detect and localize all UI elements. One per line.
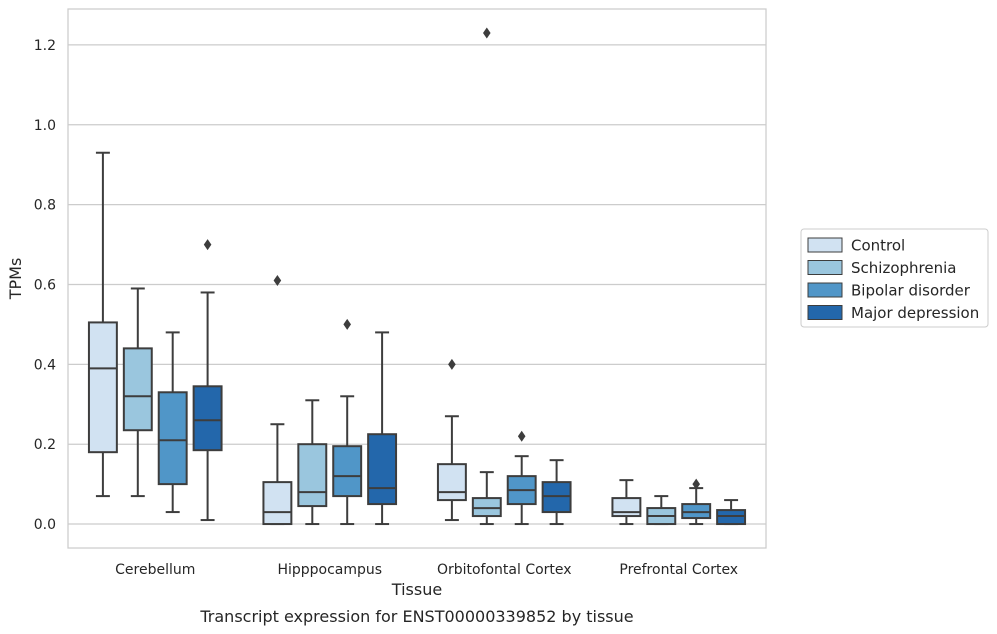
box-3-1 (646, 495, 677, 526)
legend-label: Schizophrenia (851, 259, 956, 277)
x-tick-label: Hipppocampus (277, 562, 382, 578)
y-tick-label: 0.6 (34, 277, 56, 293)
box-iqr (611, 497, 642, 518)
box-iqr (122, 347, 153, 432)
box-iqr (157, 391, 188, 486)
box-iqr (297, 443, 328, 508)
x-axis-title: Tissue (391, 580, 442, 599)
outlier-point (692, 478, 700, 490)
y-tick-label: 1.2 (34, 38, 56, 54)
chart-caption: Transcript expression for ENST0000033985… (199, 607, 633, 626)
legend-label: Control (851, 237, 905, 255)
y-tick-label: 0.8 (34, 198, 56, 214)
outlier-point (273, 274, 282, 286)
plot-frame (67, 8, 767, 549)
box-iqr (436, 463, 467, 502)
x-tick-labels: Cerebellum Hipppocampus Orbitofontal Corte… (115, 562, 738, 578)
box-0-2 (157, 331, 188, 514)
legend-swatch (807, 305, 843, 320)
legend-swatch (807, 237, 843, 253)
box-1-0 (262, 274, 293, 526)
x-tick-label: Cerebellum (115, 562, 195, 578)
legend: Control Schizophrenia Bipolar disorder Majo… (800, 228, 989, 328)
y-tick-label: 1.0 (34, 118, 56, 134)
box-1-1 (297, 399, 328, 526)
legend-frame (800, 228, 989, 328)
y-tick-labels: 0.0 0.2 0.4 0.6 0.8 1.0 1.2 (34, 38, 56, 533)
outlier-point (343, 318, 351, 330)
box-3-3 (716, 499, 747, 526)
box-0-1 (122, 287, 153, 498)
y-tick-label: 0.2 (34, 437, 56, 453)
outlier-point (517, 430, 526, 442)
box-3-0 (611, 479, 642, 526)
box-groups (87, 27, 747, 526)
box-0-0 (87, 151, 118, 498)
box-iqr (192, 385, 223, 452)
box-2-3 (541, 459, 572, 526)
y-axis-title: TPMs (6, 258, 25, 301)
box-0-3 (192, 239, 223, 522)
y-tick-label: 0.4 (34, 357, 56, 373)
outlier-point (448, 358, 456, 370)
box-1-3 (367, 331, 398, 526)
legend-label: Bipolar disorder (851, 282, 971, 300)
box-1-2 (332, 318, 363, 526)
box-iqr (332, 445, 363, 498)
box-iqr (367, 433, 398, 506)
outlier-point (483, 27, 491, 39)
box-2-0 (436, 358, 467, 522)
box-2-2 (506, 430, 537, 526)
outlier-point (203, 239, 212, 251)
y-tick-label: 0.0 (34, 517, 56, 533)
x-tick-label: Orbitofontal Cortex (437, 562, 572, 578)
box-iqr (262, 481, 293, 526)
x-tick-label: Prefrontal Cortex (619, 562, 738, 578)
legend-label: Major depression (851, 304, 979, 322)
legend-swatch (807, 260, 843, 275)
box-3-2 (681, 478, 712, 526)
box-iqr (87, 321, 118, 454)
legend-swatch (807, 282, 843, 298)
legend-items: Control Schizophrenia Bipolar disorder Majo… (807, 237, 979, 322)
box-2-1 (471, 27, 502, 526)
